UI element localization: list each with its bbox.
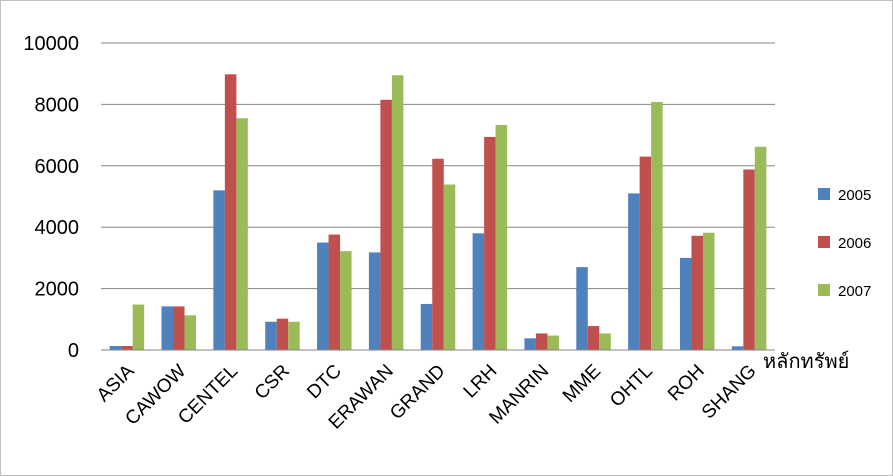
bar-2005-grand [420, 303, 433, 350]
bar-2005-erawan [368, 252, 381, 350]
bar-2005-mme [576, 267, 588, 350]
y-tick-label: 2000 [35, 279, 80, 301]
bars [109, 74, 767, 351]
y-tick-label: 6000 [35, 156, 80, 178]
legend-label: 2007 [838, 283, 871, 300]
bar-2005-dtc [317, 242, 329, 350]
bar-2006-cawow [173, 306, 185, 350]
bar-2005-ohtl [628, 193, 640, 350]
legend-swatch [818, 188, 830, 200]
bar-2006-centel [224, 74, 237, 350]
bar-2007-centel [236, 118, 248, 350]
y-tick-label: 8000 [35, 94, 80, 116]
bar-2007-ohtl [651, 101, 663, 350]
legend: 2005 2006 2007 [818, 187, 871, 300]
bar-2007-roh [702, 232, 715, 350]
legend-label: 2005 [838, 187, 871, 204]
bar-2007-asia [132, 304, 145, 350]
bar-2006-ohtl [639, 156, 652, 350]
bar-2006-manrin [535, 333, 548, 350]
bar-2007-mme [599, 333, 611, 350]
bar-2005-roh [679, 257, 692, 350]
bar-2006-asia [121, 346, 133, 350]
legend-label: 2006 [838, 235, 871, 252]
bar-2006-grand [432, 158, 444, 350]
legend-swatch [818, 284, 830, 296]
y-tick-label: 4000 [35, 217, 80, 239]
y-tick-label: 10000 [23, 33, 79, 55]
bar-2006-erawan [380, 99, 392, 350]
bar-2006-roh [691, 235, 703, 350]
bar-2006-mme [587, 326, 600, 350]
y-axis-ticks: 0 2000 4000 6000 8000 10000 [23, 33, 79, 362]
bar-2007-grand [443, 184, 456, 350]
bar-2006-csr [276, 318, 289, 350]
bar-2006-dtc [328, 234, 341, 350]
bar-2007-cawow [184, 315, 197, 350]
y-tick-label: 0 [68, 340, 79, 362]
bar-2007-manrin [547, 335, 559, 350]
bar-2005-shang [731, 346, 744, 350]
bar-2005-manrin [524, 338, 536, 350]
bar-2007-lrh [495, 124, 508, 350]
bar-2007-erawan [391, 75, 404, 351]
bar-2005-lrh [472, 233, 485, 350]
bar-2006-lrh [484, 136, 496, 350]
legend-swatch [818, 236, 830, 248]
bar-2005-csr [265, 321, 277, 350]
bar-2005-cawow [161, 306, 174, 350]
x-axis-title: หลักทรัพย์ [763, 349, 849, 373]
bar-2007-dtc [340, 251, 352, 350]
bar-2006-shang [743, 169, 755, 350]
bar-2005-centel [213, 190, 225, 350]
bar-2007-csr [288, 321, 300, 350]
bar-2005-asia [109, 346, 122, 350]
bar-2007-shang [754, 146, 767, 350]
